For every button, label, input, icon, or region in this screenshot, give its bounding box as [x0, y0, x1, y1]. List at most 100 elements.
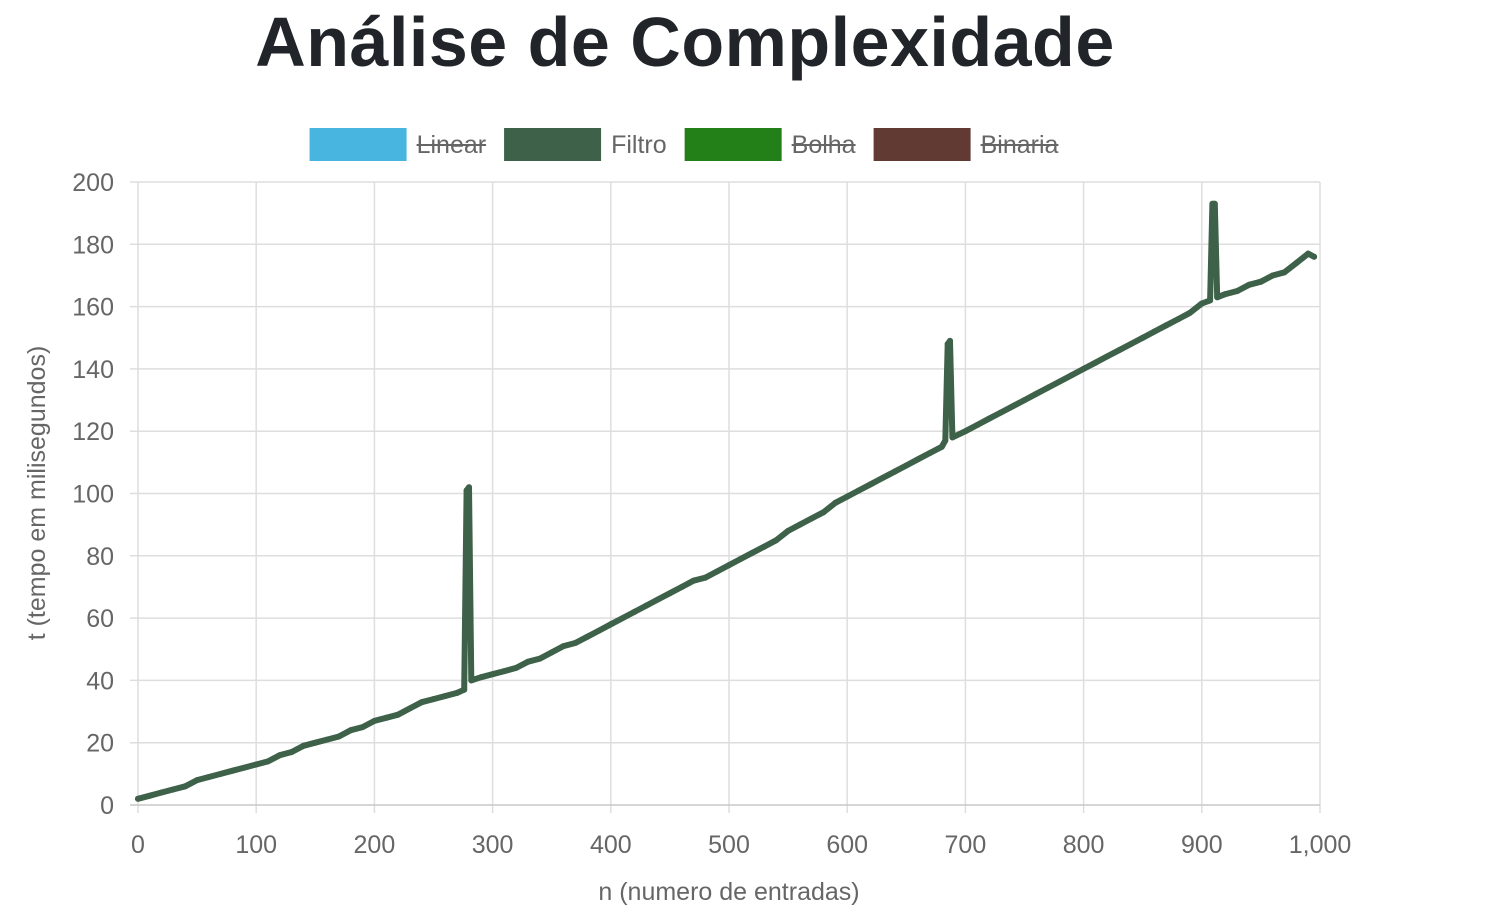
data-point	[1211, 200, 1218, 207]
data-point	[430, 696, 437, 703]
data-point	[194, 777, 201, 784]
data-point	[1246, 281, 1253, 288]
data-point	[288, 749, 295, 755]
data-point	[796, 521, 803, 528]
data-point	[915, 456, 922, 463]
data-point	[844, 493, 851, 500]
data-point	[584, 633, 591, 640]
data-point	[1269, 272, 1276, 279]
data-point	[1311, 253, 1318, 260]
legend-swatch	[309, 128, 407, 161]
data-point	[536, 655, 543, 662]
y-tick-label: 140	[72, 356, 114, 384]
legend: Linear Filtro Bolha Binaria	[309, 128, 1059, 161]
data-point	[1045, 384, 1052, 391]
y-axis-title: t (tempo em milisegundos)	[23, 346, 51, 641]
data-point	[949, 434, 956, 441]
data-point	[1127, 341, 1134, 347]
grid-lines	[130, 181, 1321, 813]
data-point	[808, 515, 815, 522]
y-tick-label: 0	[100, 792, 114, 820]
data-point	[442, 693, 449, 699]
data-point	[335, 733, 342, 740]
y-tick-label: 180	[72, 231, 114, 259]
data-point	[1009, 403, 1016, 410]
x-tick-label: 900	[1181, 831, 1223, 859]
data-point	[820, 509, 827, 516]
series-layer	[135, 200, 1318, 802]
data-point	[1207, 297, 1214, 304]
data-point	[942, 437, 949, 444]
data-point	[468, 677, 475, 684]
data-point	[383, 714, 390, 721]
y-tick-label: 40	[86, 667, 114, 695]
x-tick-label: 100	[235, 831, 277, 859]
y-tick-label: 200	[72, 169, 114, 197]
data-point	[1175, 316, 1182, 323]
data-point	[418, 699, 425, 706]
data-point	[466, 484, 472, 491]
legend-swatch	[684, 128, 782, 161]
legend-swatch	[873, 128, 971, 161]
x-tick-label: 300	[472, 831, 514, 859]
y-tick-label: 20	[86, 730, 114, 758]
data-point	[596, 627, 602, 634]
legend-item-bolha[interactable]: Bolha	[684, 128, 856, 161]
x-tick-label: 500	[708, 831, 750, 859]
data-point	[726, 562, 732, 569]
data-point	[1293, 260, 1300, 266]
data-point	[1139, 334, 1146, 341]
data-point	[785, 527, 792, 534]
legend-swatch	[504, 128, 602, 161]
legend-item-linear[interactable]: Linear	[309, 128, 487, 161]
data-point	[1163, 322, 1170, 329]
data-point	[1057, 378, 1063, 385]
data-point	[1021, 397, 1028, 404]
data-point	[856, 487, 862, 494]
data-point	[1151, 328, 1158, 335]
data-point	[666, 590, 673, 597]
data-point	[454, 689, 461, 696]
data-point	[1116, 347, 1123, 354]
legend-item-binaria[interactable]: Binaria	[873, 128, 1059, 161]
data-point	[229, 767, 236, 774]
data-point	[690, 577, 697, 584]
data-point	[1104, 353, 1111, 360]
x-tick-label: 800	[1063, 831, 1105, 859]
data-point	[170, 786, 177, 793]
data-point	[997, 409, 1004, 416]
data-point	[461, 686, 468, 693]
data-point	[619, 615, 626, 622]
data-point	[1222, 291, 1229, 298]
data-point	[347, 727, 354, 734]
data-point	[702, 574, 709, 581]
data-point	[1234, 288, 1241, 294]
data-point	[158, 789, 165, 796]
x-tick-label: 600	[826, 831, 868, 859]
legend-label: Filtro	[611, 131, 667, 159]
x-tick-label: 400	[590, 831, 632, 859]
y-tick-label: 120	[72, 418, 114, 446]
data-point	[359, 724, 366, 731]
data-point	[1305, 250, 1312, 257]
data-point	[974, 422, 981, 428]
data-point	[1198, 300, 1205, 307]
data-point	[891, 468, 898, 475]
data-point	[1033, 390, 1040, 397]
data-point	[241, 764, 248, 771]
data-point	[1187, 309, 1193, 316]
data-point	[1257, 278, 1264, 285]
data-point	[832, 499, 839, 506]
legend-item-filtro[interactable]: Filtro	[504, 128, 667, 161]
data-point	[276, 752, 283, 759]
data-point	[371, 717, 378, 724]
data-point	[749, 549, 756, 556]
data-point	[1214, 294, 1221, 301]
data-point	[714, 568, 721, 575]
data-point	[631, 608, 638, 615]
data-point	[947, 337, 953, 344]
data-point	[205, 774, 212, 780]
data-point	[926, 450, 933, 456]
x-tick-label: 1,000	[1289, 831, 1352, 859]
